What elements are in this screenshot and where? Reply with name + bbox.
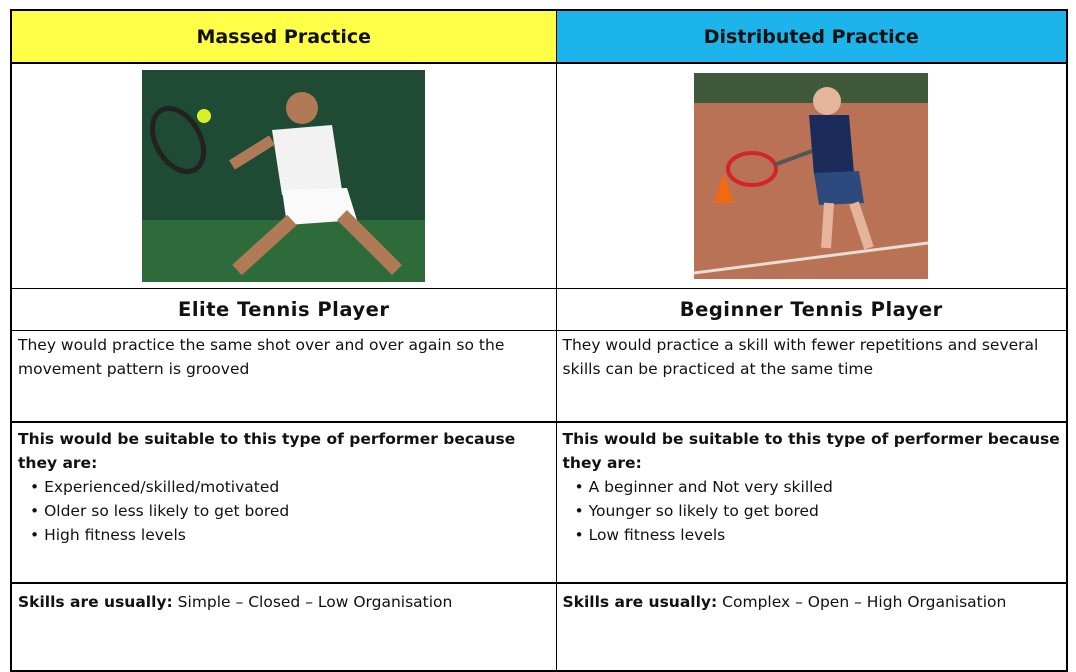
reason: High fitness levels: [30, 523, 550, 547]
performer-cell: Elite Tennis Player: [10, 288, 557, 331]
image-row: [10, 62, 1068, 289]
skills-text: Complex – Open – High Organisation: [722, 593, 1007, 611]
suitability-intro: This would be suitable to this type of p…: [562, 430, 1060, 472]
comparison-table: Massed Practice Distributed Practice: [10, 9, 1068, 672]
reason-list: A beginner and Not very skilled Younger …: [563, 475, 1061, 547]
header-cell: Massed Practice: [10, 9, 557, 64]
reason: Younger so likely to get bored: [575, 499, 1061, 523]
skills-text: Simple – Closed – Low Organisation: [177, 593, 453, 611]
skills-label: Skills are usually:: [562, 593, 718, 611]
suitability-cell: This would be suitable to this type of p…: [10, 421, 557, 584]
image-cell: [555, 62, 1068, 289]
reason: Experienced/skilled/motivated: [30, 475, 550, 499]
reason: Low fitness levels: [575, 523, 1061, 547]
image-cell: [10, 62, 557, 289]
skills-label: Skills are usually:: [18, 593, 173, 611]
suitability-intro: This would be suitable to this type of p…: [18, 430, 516, 472]
suitability-cell: This would be suitable to this type of p…: [555, 421, 1068, 584]
header-row: Massed Practice Distributed Practice: [10, 9, 1068, 64]
skills-cell: Skills are usually: Simple – Closed – Lo…: [10, 582, 557, 672]
reason: A beginner and Not very skilled: [575, 475, 1061, 499]
description-row: They would practice the same shot over a…: [10, 330, 1068, 423]
performer-cell: Beginner Tennis Player: [555, 288, 1068, 331]
performer-row: Elite Tennis Player Beginner Tennis Play…: [10, 288, 1068, 331]
photo-beginner-player: [694, 73, 929, 279]
reason-list: Experienced/skilled/motivated Older so l…: [18, 475, 550, 547]
skills-row: Skills are usually: Simple – Closed – Lo…: [10, 582, 1068, 672]
description-cell: They would practice the same shot over a…: [10, 330, 557, 423]
header-cell: Distributed Practice: [555, 9, 1068, 64]
reason: Older so less likely to get bored: [30, 499, 550, 523]
photo-elite-player: [142, 70, 426, 282]
description-cell: They would practice a skill with fewer r…: [555, 330, 1068, 423]
suitability-row: This would be suitable to this type of p…: [10, 421, 1068, 584]
skills-cell: Skills are usually: Complex – Open – Hig…: [555, 582, 1068, 672]
